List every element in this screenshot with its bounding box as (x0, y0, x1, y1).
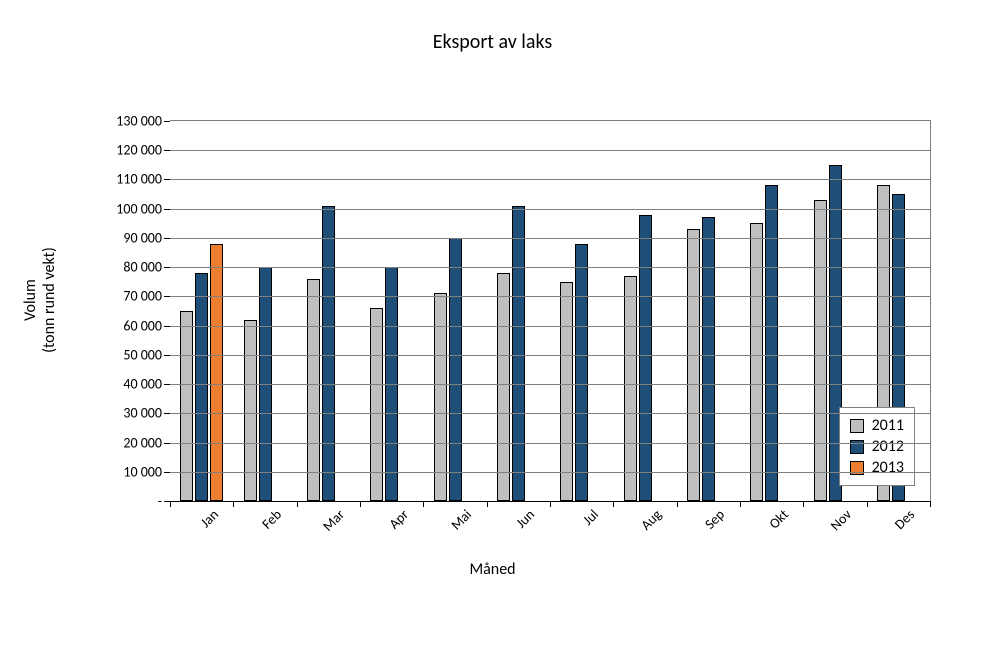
x-tick-mark (233, 501, 234, 507)
bars-layer (170, 121, 930, 501)
x-tick-label: Des (891, 506, 918, 533)
x-tick-mark (677, 501, 678, 507)
y-tick-label: 50 000 (123, 346, 162, 363)
y-tick-label: 90 000 (123, 229, 162, 246)
y-tick-mark (164, 326, 170, 327)
x-tick-label: Okt (765, 506, 791, 532)
plot-area: 201120122013 -10 00020 00030 00040 00050… (170, 120, 931, 502)
x-tick-mark (740, 501, 741, 507)
gridline (170, 413, 930, 414)
bar-2012-Okt (765, 185, 778, 501)
bar-2011-Sep (687, 229, 700, 501)
gridline (170, 209, 930, 210)
x-tick-label: Nov (827, 506, 855, 534)
legend-item-2013: 2013 (850, 458, 904, 477)
y-tick-label: 130 000 (116, 113, 162, 130)
legend-item-2012: 2012 (850, 437, 904, 456)
gridline (170, 267, 930, 268)
x-tick-mark (170, 501, 171, 507)
legend-label: 2013 (872, 458, 904, 477)
y-axis-label-line1: Volum (21, 279, 40, 321)
legend-item-2011: 2011 (850, 416, 904, 435)
y-axis-label: Volum (tonn rund vekt) (21, 247, 59, 353)
y-tick-label: 20 000 (123, 434, 162, 451)
x-tick-mark (930, 501, 931, 507)
y-tick-mark (164, 209, 170, 210)
bar-2012-Mar (322, 206, 335, 501)
gridline (170, 150, 930, 151)
bar-2011-Feb (244, 320, 257, 501)
bar-2011-Mai (434, 293, 447, 501)
bar-2012-Jan (195, 273, 208, 501)
chart-title: Eksport av laks (0, 30, 985, 54)
bar-2011-Jun (497, 273, 510, 501)
y-axis-label-wrap: Volum (tonn rund vekt) (20, 0, 60, 646)
bar-2011-Mar (307, 279, 320, 501)
x-tick-mark (423, 501, 424, 507)
x-tick-label: Aug (637, 506, 665, 534)
bar-2012-Jun (512, 206, 525, 501)
y-tick-mark (164, 296, 170, 297)
y-tick-mark (164, 238, 170, 239)
x-tick-mark (613, 501, 614, 507)
y-tick-label: 30 000 (123, 405, 162, 422)
bar-2011-Jul (560, 282, 573, 501)
y-tick-mark (164, 413, 170, 414)
bar-2011-Okt (750, 223, 763, 501)
x-tick-label: Mai (448, 506, 475, 533)
x-tick-mark (487, 501, 488, 507)
y-tick-mark (164, 355, 170, 356)
y-tick-label: 100 000 (116, 200, 162, 217)
x-tick-label: Sep (702, 506, 729, 533)
x-tick-mark (297, 501, 298, 507)
x-tick-mark (360, 501, 361, 507)
y-tick-label: 80 000 (123, 259, 162, 276)
y-tick-label: 60 000 (123, 317, 162, 334)
y-tick-mark (164, 150, 170, 151)
gridline (170, 384, 930, 385)
x-tick-label: Mar (320, 506, 349, 535)
bar-2012-Sep (702, 217, 715, 501)
x-tick-label: Jul (579, 506, 602, 529)
gridline (170, 326, 930, 327)
bar-2012-Mai (449, 238, 462, 501)
x-tick-label: Jun (513, 506, 539, 532)
y-axis-label-line2: (tonn rund vekt) (40, 247, 59, 353)
bar-2011-Aug (624, 276, 637, 501)
y-tick-label: 110 000 (116, 171, 162, 188)
bar-2013-Jan (210, 244, 223, 501)
bar-2011-Nov (814, 200, 827, 501)
legend-label: 2011 (872, 416, 904, 435)
y-tick-mark (164, 179, 170, 180)
y-tick-label: 70 000 (123, 288, 162, 305)
y-tick-label: 40 000 (123, 376, 162, 393)
legend: 2011 2012 2013 (839, 407, 915, 486)
x-tick-label: Feb (258, 506, 285, 533)
y-tick-label: 120 000 (116, 142, 162, 159)
y-tick-mark (164, 472, 170, 473)
gridline (170, 179, 930, 180)
legend-swatch (850, 419, 864, 433)
y-tick-mark (164, 384, 170, 385)
gridline (170, 355, 930, 356)
x-axis-label: Måned (0, 560, 985, 579)
bar-2012-Aug (639, 215, 652, 501)
gridline (170, 472, 930, 473)
x-tick-mark (867, 501, 868, 507)
x-tick-mark (803, 501, 804, 507)
x-tick-label: Apr (385, 506, 411, 532)
x-tick-mark (550, 501, 551, 507)
y-tick-label: - (158, 493, 162, 510)
y-tick-label: 10 000 (123, 463, 162, 480)
y-tick-mark (164, 121, 170, 122)
bar-2012-Jul (575, 244, 588, 501)
gridline (170, 238, 930, 239)
x-tick-label: Jan (197, 506, 222, 531)
y-tick-mark (164, 267, 170, 268)
gridline (170, 296, 930, 297)
legend-label: 2012 (872, 437, 904, 456)
y-tick-mark (164, 443, 170, 444)
gridline (170, 443, 930, 444)
